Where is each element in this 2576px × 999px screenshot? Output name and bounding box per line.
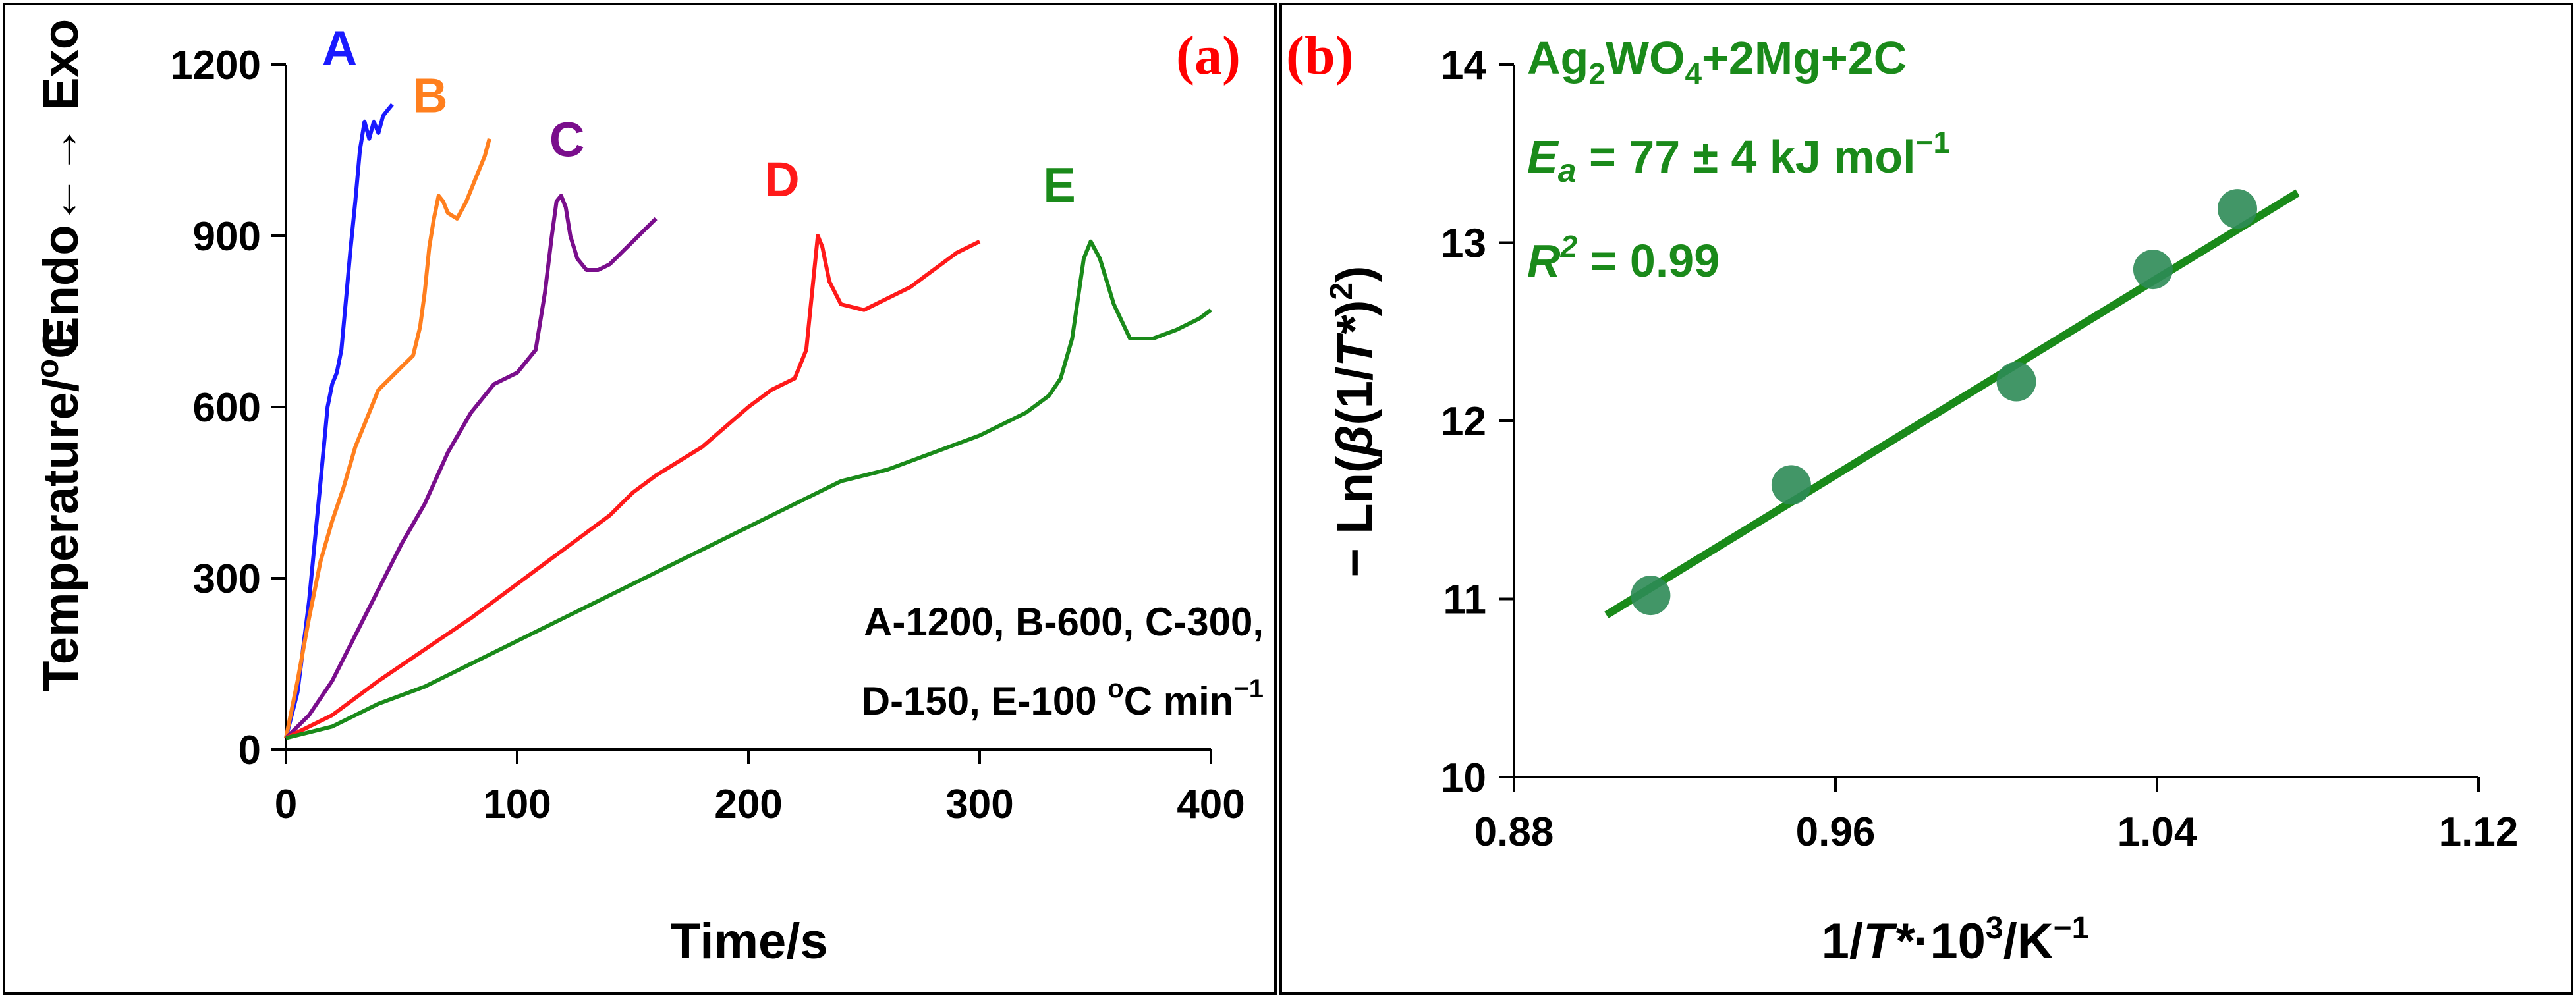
panel-b-y-tick-label: 14	[1441, 43, 1486, 88]
panel-b-y-tick-label: 12	[1441, 399, 1486, 445]
data-point	[1996, 362, 2036, 402]
panel-b-x-tick-label: 1.12	[2439, 809, 2519, 855]
by-exp: 2	[1324, 283, 1359, 300]
series-label-B: B	[412, 68, 447, 123]
panel-a-endo-exo-label: Endo←→ Exo	[33, 19, 89, 350]
panel-a-x-tick-label: 300	[945, 782, 1013, 827]
series-line-C	[284, 194, 658, 740]
panel-b-x-tick-label: 0.96	[1796, 809, 1876, 855]
formula-sub-4: 4	[1685, 57, 1702, 91]
anno2-exp: −1	[1233, 674, 1264, 703]
panel-a-x-tick-label: 200	[714, 782, 782, 827]
panel-b-y-tick-label: 11	[1443, 578, 1486, 623]
series-label-A: A	[322, 21, 357, 76]
series-line-E	[285, 239, 1212, 740]
r2-symbol: R	[1527, 235, 1561, 286]
panel-b-x-tick-label: 1.04	[2117, 809, 2197, 855]
panel-a-y-tick-label: 300	[193, 556, 261, 602]
heating-rate-annotation-line2: D-150, E-100 oC min−1	[862, 674, 1264, 723]
panel-a-x-axis-label: Time/s	[670, 913, 827, 969]
panel-b-x-tick-label: 0.88	[1474, 809, 1554, 855]
series-line-B	[284, 138, 491, 739]
series-label-E: E	[1043, 158, 1075, 213]
panel-a-x-tick-label: 0	[275, 782, 297, 827]
series-label-D: D	[764, 152, 799, 207]
by-beta: β	[1327, 425, 1383, 458]
ea-value: = 77 ± 4 kJ mol	[1577, 131, 1916, 182]
panel-a-series: AB C D E	[284, 21, 1212, 740]
bx-exp2: −1	[2054, 911, 2090, 946]
panel-a-y-axis-label: Temperature/oC	[30, 323, 89, 691]
panel-b-x-axis-label: 1/T*·103/K−1	[1822, 911, 2090, 969]
panel-a-y-tick-label: 1200	[170, 43, 261, 88]
panel-a-y-tick-label: 0	[238, 728, 261, 773]
panel-b-y-tick-label: 13	[1441, 221, 1486, 267]
heating-rate-annotation-line1: A-1200, B-600, C-300,	[864, 600, 1264, 644]
data-point	[1631, 576, 1671, 616]
r2-value: = 0.99	[1577, 235, 1720, 286]
compound-formula: Ag2WO4+2Mg+2C	[1527, 32, 1907, 91]
formula-sub-2: 2	[1588, 57, 1606, 91]
panel-a-axes: 0 300 600 900 1200 0 100 200 300 400	[170, 43, 1245, 827]
a-ylabel-main: Temperature/	[33, 378, 89, 691]
panel-b-axes: 10 11 12 13 14 0.88 0.96 1.04 1.12	[1441, 43, 2518, 855]
by-mid: (1/	[1327, 367, 1383, 425]
data-point	[1771, 465, 1811, 505]
panel-b-y-tick-label: 10	[1441, 755, 1486, 801]
anno2-b: C min	[1124, 679, 1234, 723]
panel-a-y-tick-label: 600	[193, 385, 261, 431]
anno2-a: D-150, E-100	[862, 679, 1108, 723]
data-point	[2218, 189, 2257, 229]
by-T: T*	[1327, 314, 1383, 366]
panel-b-frame	[1279, 3, 2573, 995]
by-end: )	[1327, 266, 1383, 283]
formula-tail: +2Mg+2C	[1702, 32, 1907, 84]
panel-b-y-axis-label: − Ln(β(1/T*)2)	[1324, 266, 1383, 578]
anno2-degree: o	[1107, 674, 1123, 703]
panel-a-frame	[3, 3, 1277, 995]
bx-mid: ·10	[1913, 913, 1986, 969]
ea-sub: a	[1558, 152, 1577, 189]
panel-a-y-tick-label: 900	[193, 214, 261, 259]
r-squared: R2 = 0.99	[1527, 229, 1720, 286]
a-ylabel-degree: o	[30, 359, 65, 378]
panel-b-label: (b)	[1286, 25, 1354, 86]
series-line-D	[285, 234, 981, 740]
formula-ag: Ag	[1527, 32, 1588, 84]
panel-a: 0 300 600 900 1200 0 100 200 300 400 AB C D E (a) Ti…	[30, 19, 1264, 969]
data-point	[2133, 250, 2173, 290]
ea-symbol: E	[1527, 131, 1559, 182]
series-label-C: C	[549, 112, 584, 167]
bx-exp1: 3	[1986, 911, 2003, 946]
r2-exp: 2	[1560, 229, 1578, 263]
activation-energy: Ea = 77 ± 4 kJ mol−1	[1527, 125, 1950, 189]
formula-wo: WO	[1606, 32, 1685, 84]
panel-a-x-tick-label: 400	[1177, 782, 1245, 827]
bx-pre: 1/	[1822, 913, 1863, 969]
panel-b-data	[1604, 189, 2300, 618]
a-ylabel-unit: C	[33, 323, 89, 359]
fit-line	[1604, 189, 2300, 618]
bx-T: T*	[1863, 913, 1915, 969]
panel-a-label: (a)	[1176, 25, 1241, 86]
series-line-A	[284, 103, 394, 739]
by-close: )	[1327, 300, 1383, 317]
ea-exp: −1	[1916, 125, 1950, 159]
panel-a-x-tick-label: 100	[483, 782, 551, 827]
bx-unit: /K	[2003, 913, 2054, 969]
by-pre: − Ln(	[1327, 456, 1383, 577]
